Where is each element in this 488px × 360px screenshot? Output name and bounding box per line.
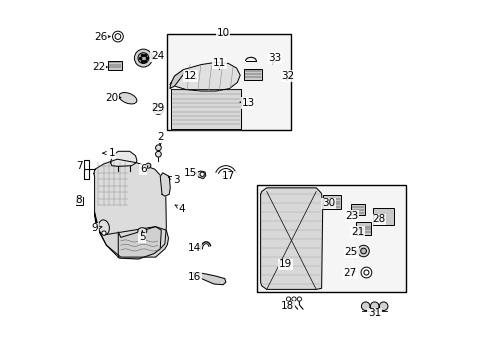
Text: 24: 24 bbox=[151, 51, 164, 61]
Circle shape bbox=[361, 302, 369, 311]
Circle shape bbox=[138, 53, 148, 63]
Polygon shape bbox=[171, 89, 241, 129]
Text: 12: 12 bbox=[183, 71, 197, 81]
Circle shape bbox=[360, 267, 371, 278]
Ellipse shape bbox=[119, 93, 137, 104]
Text: 15: 15 bbox=[183, 168, 197, 178]
Polygon shape bbox=[192, 273, 225, 285]
Bar bbox=[351, 204, 364, 215]
Text: 6: 6 bbox=[140, 164, 146, 174]
Circle shape bbox=[200, 172, 204, 176]
Circle shape bbox=[363, 270, 368, 275]
Text: 33: 33 bbox=[268, 53, 281, 63]
Circle shape bbox=[134, 49, 152, 67]
Polygon shape bbox=[118, 226, 161, 259]
Circle shape bbox=[153, 104, 163, 114]
Polygon shape bbox=[196, 171, 205, 179]
Circle shape bbox=[156, 107, 161, 112]
Circle shape bbox=[102, 231, 106, 235]
Text: 17: 17 bbox=[221, 171, 235, 181]
Text: 25: 25 bbox=[344, 247, 357, 257]
Circle shape bbox=[286, 297, 290, 301]
Text: 2: 2 bbox=[157, 132, 163, 142]
Circle shape bbox=[112, 31, 123, 42]
Circle shape bbox=[155, 151, 161, 157]
Text: 13: 13 bbox=[241, 98, 254, 108]
Polygon shape bbox=[260, 188, 322, 289]
Polygon shape bbox=[94, 213, 168, 257]
Text: 21: 21 bbox=[350, 227, 364, 237]
Text: 9: 9 bbox=[91, 224, 98, 233]
Circle shape bbox=[360, 248, 366, 254]
Ellipse shape bbox=[138, 228, 146, 234]
Polygon shape bbox=[94, 159, 166, 259]
Bar bbox=[83, 159, 89, 179]
Bar bbox=[356, 222, 371, 234]
Text: 5: 5 bbox=[139, 232, 145, 242]
Bar bbox=[323, 195, 340, 210]
Text: 7: 7 bbox=[76, 161, 82, 171]
Polygon shape bbox=[169, 69, 183, 89]
Text: 32: 32 bbox=[281, 71, 294, 81]
Bar bbox=[76, 197, 83, 205]
Text: 16: 16 bbox=[187, 272, 201, 282]
Circle shape bbox=[379, 302, 387, 311]
Text: 4: 4 bbox=[178, 204, 184, 214]
Text: 3: 3 bbox=[173, 175, 179, 185]
Text: 11: 11 bbox=[212, 58, 225, 68]
Circle shape bbox=[145, 163, 151, 168]
Text: 23: 23 bbox=[345, 211, 358, 221]
Text: 27: 27 bbox=[343, 268, 356, 278]
Text: 29: 29 bbox=[151, 103, 164, 113]
Text: 18: 18 bbox=[280, 301, 294, 311]
Text: 1: 1 bbox=[108, 148, 115, 158]
Text: 26: 26 bbox=[94, 32, 107, 41]
Text: 31: 31 bbox=[367, 309, 380, 318]
Text: 14: 14 bbox=[187, 243, 201, 253]
Text: 19: 19 bbox=[279, 259, 292, 269]
Text: 20: 20 bbox=[105, 93, 118, 103]
Ellipse shape bbox=[98, 220, 109, 235]
Text: 30: 30 bbox=[322, 198, 335, 208]
Circle shape bbox=[369, 302, 378, 311]
Bar bbox=[257, 185, 405, 292]
Text: 28: 28 bbox=[371, 215, 385, 224]
Circle shape bbox=[297, 297, 301, 301]
Text: 8: 8 bbox=[75, 195, 82, 205]
Polygon shape bbox=[160, 173, 170, 196]
Bar bbox=[167, 34, 290, 130]
Circle shape bbox=[155, 145, 161, 150]
Bar bbox=[244, 69, 261, 80]
Bar bbox=[372, 208, 394, 225]
Circle shape bbox=[357, 245, 368, 257]
Bar bbox=[108, 60, 122, 69]
Text: 10: 10 bbox=[216, 28, 229, 38]
Circle shape bbox=[115, 34, 121, 40]
Text: 22: 22 bbox=[92, 62, 105, 72]
Polygon shape bbox=[169, 62, 240, 91]
Polygon shape bbox=[110, 151, 137, 166]
Circle shape bbox=[291, 297, 296, 301]
